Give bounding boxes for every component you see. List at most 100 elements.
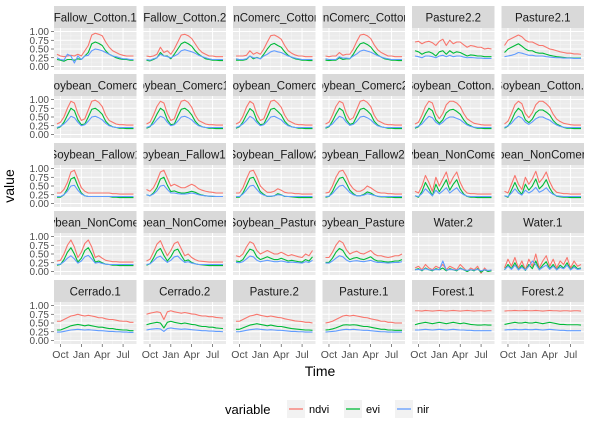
y-tick-label: 0.00 — [30, 267, 50, 278]
x-tick-label: Oct — [52, 349, 68, 361]
series-line-nir — [325, 328, 402, 333]
series-line-nir — [504, 186, 581, 198]
series-line-ndvi — [146, 310, 224, 321]
series-line-evi — [414, 50, 492, 58]
facet-strip-label: Pasture2.2 — [425, 13, 481, 25]
series-line-ndvi — [414, 171, 492, 195]
facet-panel: Soybean_Fallow2 — [233, 143, 316, 207]
facet-panel: NonComerc_Cotton.2 — [322, 6, 405, 70]
facet-panel: Fallow_Cotton.1 — [54, 6, 137, 70]
facet-strip — [412, 211, 495, 233]
y-tick-label: 0.25 — [30, 258, 50, 269]
series-line-evi — [236, 323, 313, 331]
y-tick-label: 1.00 — [30, 232, 50, 243]
x-tick-label: Oct — [410, 349, 426, 361]
x-tick-label: Jul — [564, 349, 577, 361]
series-line-evi — [146, 41, 223, 62]
facet-strip — [54, 6, 137, 28]
facet-strip — [501, 74, 584, 96]
series-line-nir — [146, 115, 223, 129]
facet-panel: Soybean_Fallow1 — [50, 143, 141, 207]
series-line-nir — [146, 49, 223, 61]
facet-strip — [143, 6, 226, 28]
facet-strip-label: Soybean_Comerc1.2 — [131, 81, 239, 93]
legend-label: nir — [417, 404, 430, 416]
y-tick-label: 0.75 — [30, 241, 50, 252]
facet-strip-label: Soybean_NonComerc2 — [35, 218, 155, 230]
facet-strip — [54, 211, 137, 233]
series-line-nir — [57, 328, 134, 334]
series-line-ndvi — [325, 169, 402, 195]
facet-panel: Forest.1 — [412, 280, 495, 344]
x-tick-label: Jan — [252, 349, 269, 361]
legend-label: ndvi — [309, 404, 329, 416]
facet-panel: Soybean_NonComerc2.2 — [120, 211, 249, 275]
series-line-evi — [56, 247, 134, 267]
y-axis: 0.000.250.500.751.000.000.250.500.751.00… — [30, 27, 54, 347]
facet-panel: Soybean_Cotton.1 — [412, 74, 495, 138]
facet-strip — [501, 280, 584, 302]
legend-key-evi: evi — [344, 400, 380, 418]
x-tick-label: Jul — [116, 349, 129, 361]
facet-strip — [322, 74, 405, 96]
facet-strip-label: Soybean_NonComerc2.2 — [120, 218, 249, 230]
y-tick-label: 0.75 — [30, 104, 50, 115]
facet-strip — [54, 74, 137, 96]
facet-strip — [322, 211, 405, 233]
facet-strip — [412, 74, 495, 96]
y-tick-label: 0.75 — [30, 36, 50, 47]
y-tick-label: 1.00 — [30, 95, 50, 106]
series-line-evi — [146, 247, 223, 267]
facet-strip — [322, 6, 405, 28]
facet-strip-label: Pasture.1 — [339, 287, 388, 299]
series-line-evi — [504, 321, 582, 326]
facet-panel: Soybean_NonComerc1.2 — [478, 143, 593, 207]
x-tick-label: Apr — [273, 349, 290, 361]
facet-strip-label: Soybean_Fallow2.2 — [313, 150, 414, 162]
series-line-nir — [236, 328, 313, 333]
series-line-evi — [235, 248, 313, 263]
facet-strip — [412, 280, 495, 302]
series-line-ndvi — [146, 169, 223, 194]
facet-panel: Pasture2.1 — [501, 6, 584, 70]
facet-strip — [233, 74, 316, 96]
series-line-nir — [235, 115, 313, 129]
series-line-evi — [325, 42, 402, 62]
series-line-evi — [56, 107, 134, 130]
facet-strip — [233, 280, 316, 302]
series-line-nir — [56, 48, 134, 64]
series-line-nir — [56, 254, 134, 266]
x-tick-label: Jan — [73, 349, 90, 361]
facet-strip-label: Pasture.2 — [250, 287, 299, 299]
series-line-nir — [504, 328, 581, 332]
facet-panel: Soybean_NonComerc1 — [412, 143, 495, 207]
series-line-ndvi — [146, 33, 223, 58]
facet-strip-label: Soybean_Pasture — [229, 218, 320, 230]
series-line-ndvi — [236, 34, 313, 58]
facet-panel: Soybean_Fallow1.2 — [143, 143, 226, 207]
series-line-evi — [146, 320, 224, 330]
facet-panel: Water.2 — [412, 211, 495, 275]
x-tick-label: Jan — [431, 349, 448, 361]
series-line-ndvi — [235, 241, 313, 259]
series-line-ndvi — [146, 99, 223, 126]
facet-strip-label: Fallow_Cotton.1 — [54, 13, 137, 25]
facet-strip — [412, 6, 495, 28]
series-line-ndvi — [325, 99, 402, 126]
y-axis-title: value — [1, 169, 17, 203]
facet-strip — [233, 143, 316, 165]
x-tick-label: Jul — [206, 349, 219, 361]
facet-strip-label: Soybean_NonComerc1.2 — [478, 150, 593, 162]
y-tick-label: 0.50 — [30, 319, 50, 330]
facet-strip — [143, 280, 226, 302]
facet-panel: Forest.2 — [501, 280, 584, 344]
y-tick-label: 1.00 — [30, 301, 50, 312]
facet-panel: Fallow_Cotton.2 — [143, 6, 226, 70]
y-tick-label: 0.50 — [30, 113, 50, 124]
y-tick-label: 0.50 — [30, 45, 50, 56]
facet-strip-label: Soybean_Cotton.2 — [495, 81, 590, 93]
y-tick-label: 0.50 — [30, 250, 50, 261]
series-line-nir — [504, 260, 582, 271]
series-line-nir — [325, 115, 402, 129]
facet-strip-label: Soybean_Fallow1 — [50, 150, 141, 162]
